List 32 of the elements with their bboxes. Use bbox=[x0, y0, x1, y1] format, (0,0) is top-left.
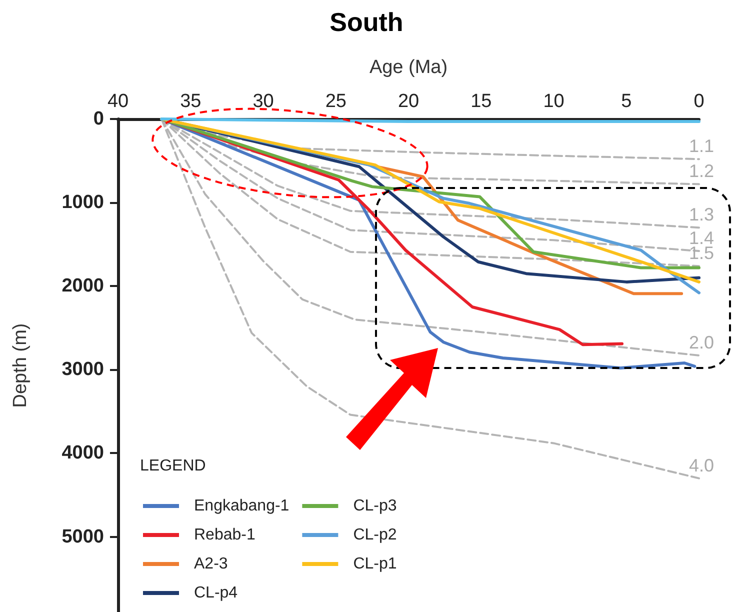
series-label: 1.3 bbox=[689, 204, 714, 225]
y-tick-label: 2000 bbox=[62, 276, 104, 297]
chart-title: South bbox=[330, 7, 404, 37]
y-tick-label: 1000 bbox=[62, 192, 104, 214]
y-tick-label: 4000 bbox=[62, 442, 104, 464]
series-label: 1.2 bbox=[689, 161, 714, 182]
x-tick-label: 20 bbox=[398, 91, 420, 112]
x-tick-label: 10 bbox=[543, 91, 564, 112]
x-tick-label: 35 bbox=[180, 91, 202, 112]
x-tick-label: 40 bbox=[107, 91, 129, 112]
y-tick-label: 3000 bbox=[62, 359, 104, 380]
legend-label: Engkabang-1 bbox=[194, 498, 290, 514]
legend-label: Rebab-1 bbox=[194, 526, 256, 544]
legend-label: CL-p2 bbox=[353, 526, 397, 544]
legend-label: CL-p3 bbox=[353, 498, 397, 514]
x-tick-label: 15 bbox=[470, 91, 492, 112]
series-label: 4.0 bbox=[689, 455, 714, 476]
legend-label: CL-p4 bbox=[194, 584, 238, 602]
x-tick-label: 25 bbox=[325, 91, 346, 112]
x-axis-title: Age (Ma) bbox=[369, 57, 448, 78]
y-tick-label: 5000 bbox=[62, 526, 104, 548]
series-label: 1.1 bbox=[689, 136, 714, 156]
x-tick-label: 5 bbox=[621, 91, 632, 112]
legend-label: CL-p1 bbox=[353, 556, 397, 572]
legend-label: A2-3 bbox=[194, 556, 228, 572]
legend-title: LEGEND bbox=[140, 458, 206, 474]
y-tick-label: 0 bbox=[93, 108, 104, 130]
x-tick-label: 30 bbox=[252, 91, 274, 112]
x-tick-label: 0 bbox=[694, 91, 704, 112]
y-axis-title: Depth (m) bbox=[10, 323, 31, 408]
series-label: 2.0 bbox=[689, 332, 714, 352]
series-label: 1.5 bbox=[689, 243, 714, 264]
